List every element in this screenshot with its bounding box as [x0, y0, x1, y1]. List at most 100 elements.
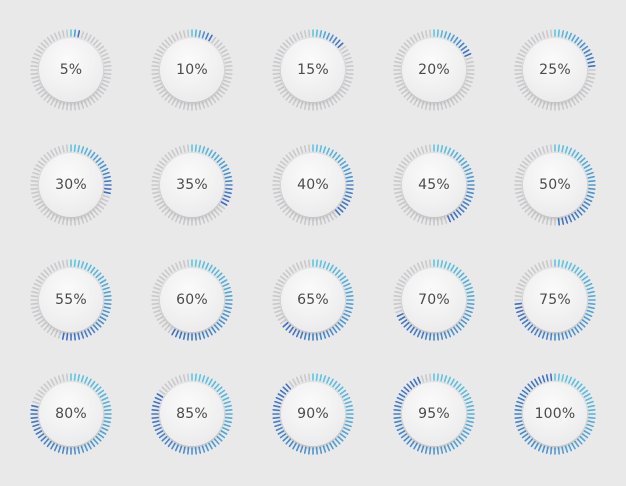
- progress-tick: [579, 91, 586, 98]
- progress-ring: [272, 29, 354, 111]
- progress-tick: [225, 65, 233, 68]
- progress-tick-active: [571, 213, 576, 221]
- progress-tick-active: [315, 29, 318, 37]
- progress-tick: [406, 39, 413, 46]
- progress-tick-active: [205, 147, 210, 155]
- progress-tick: [396, 52, 404, 57]
- progress-tick-active: [225, 302, 233, 305]
- progress-tick-active: [517, 396, 525, 401]
- progress-tick: [550, 259, 553, 267]
- progress-tick: [178, 146, 183, 154]
- progress-tick: [182, 145, 186, 153]
- progress-tick: [409, 96, 415, 104]
- progress-tick-active: [77, 30, 81, 38]
- progress-tick-active: [574, 211, 580, 219]
- progress-tick-active: [87, 378, 92, 386]
- progress-tick-active: [443, 31, 448, 39]
- progress-tick-active: [101, 396, 109, 401]
- progress-tick-active: [337, 206, 344, 213]
- progress-tick-active: [460, 204, 468, 210]
- progress-tick: [40, 91, 47, 98]
- progress-tick: [395, 194, 403, 199]
- progress-tick-active: [466, 420, 474, 424]
- progress-tick: [164, 94, 171, 101]
- progress-tick: [102, 56, 110, 61]
- progress-tick-active: [220, 279, 228, 284]
- progress-tick-active: [550, 333, 553, 341]
- progress-tick: [61, 374, 65, 382]
- progress-tick-active: [346, 409, 354, 412]
- progress-tick-active: [462, 164, 470, 169]
- progress-tick-active: [429, 447, 432, 455]
- progress-tick: [95, 206, 102, 213]
- progress-tick: [393, 72, 401, 75]
- progress-tick-active: [205, 376, 210, 384]
- progress-tick: [458, 91, 465, 98]
- progress-tick: [174, 215, 179, 223]
- dial-face: [523, 382, 587, 446]
- dial-face: [402, 382, 466, 446]
- progress-tick-active: [343, 313, 351, 318]
- progress-tick-active: [95, 386, 102, 393]
- progress-tick-active: [579, 386, 586, 393]
- progress-tick-active: [201, 331, 206, 339]
- progress-tick: [30, 180, 38, 183]
- progress-tick-active: [524, 435, 531, 442]
- progress-tick-active: [564, 331, 569, 339]
- dial-face: [281, 38, 345, 102]
- progress-ring: [151, 373, 233, 455]
- progress-tick: [319, 217, 323, 225]
- progress-tick-active: [334, 324, 341, 331]
- progress-tick-active: [443, 261, 448, 269]
- progress-tick-active: [588, 302, 596, 305]
- progress-tick-active: [587, 404, 595, 408]
- progress-tick: [153, 56, 161, 61]
- progress-tick: [308, 373, 311, 381]
- progress-tick-active: [341, 393, 349, 398]
- progress-tick-active: [455, 39, 462, 46]
- progress-tick-active: [557, 447, 560, 455]
- progress-tick-active: [40, 435, 47, 442]
- progress-tick: [167, 380, 173, 388]
- progress-tick-active: [216, 272, 223, 279]
- progress-tick-active: [571, 149, 576, 157]
- progress-tick: [161, 321, 168, 328]
- progress-tick: [46, 326, 52, 334]
- progress-tick-active: [398, 393, 406, 398]
- percent-label: 40%: [297, 177, 329, 193]
- progress-tick: [33, 282, 41, 287]
- progress-tick: [322, 101, 327, 109]
- progress-tick-active: [46, 440, 52, 448]
- progress-tick: [50, 213, 55, 221]
- progress-tick-active: [537, 376, 542, 384]
- progress-tick-active: [319, 145, 323, 153]
- progress-tick-active: [519, 393, 527, 398]
- percent-label: 35%: [176, 177, 208, 193]
- progress-tick-active: [198, 446, 202, 454]
- progress-tick: [213, 94, 220, 101]
- progress-tick-active: [346, 416, 354, 419]
- progress-tick-active: [332, 151, 338, 159]
- progress-tick: [279, 204, 287, 210]
- progress-tick: [346, 65, 354, 68]
- progress-tick-active: [447, 262, 452, 270]
- progress-tick: [550, 103, 553, 111]
- progress-tick: [153, 194, 161, 199]
- dial-face: [402, 153, 466, 217]
- progress-tick: [400, 160, 408, 166]
- progress-tick-active: [326, 262, 331, 270]
- progress-tick: [393, 65, 401, 68]
- progress-tick: [429, 259, 432, 267]
- progress-tick: [400, 204, 408, 210]
- progress-tick: [40, 42, 47, 49]
- progress-tick-active: [223, 423, 231, 428]
- progress-tick-active: [420, 331, 425, 339]
- progress-tick-active: [198, 30, 202, 38]
- progress-tick-active: [579, 272, 586, 279]
- progress-tick-active: [194, 373, 197, 381]
- progress-tick-active: [466, 290, 474, 294]
- progress-tick-active: [581, 45, 589, 51]
- progress-tick-active: [171, 328, 176, 336]
- progress-tick-active: [279, 433, 287, 439]
